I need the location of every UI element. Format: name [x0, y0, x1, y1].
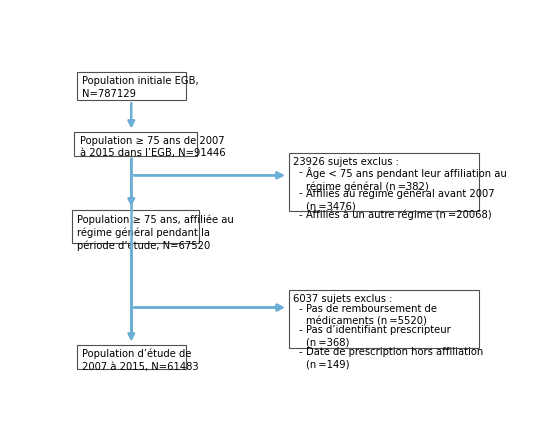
Text: -: - — [298, 188, 302, 198]
Text: Population ≥ 75 ans de 2007
à 2015 dans l’EGB, N=91446: Population ≥ 75 ans de 2007 à 2015 dans … — [80, 136, 225, 158]
Text: 23926 sujets exclus :: 23926 sujets exclus : — [293, 157, 399, 167]
Text: Date de prescription hors affiliation
(n =149): Date de prescription hors affiliation (n… — [306, 347, 483, 369]
Text: 6037 sujets exclus :: 6037 sujets exclus : — [293, 294, 393, 304]
Text: -: - — [298, 347, 302, 357]
Text: Affiliés à un autre régime (n =20068): Affiliés à un autre régime (n =20068) — [306, 210, 492, 221]
FancyBboxPatch shape — [289, 290, 479, 348]
FancyBboxPatch shape — [77, 344, 186, 369]
Text: Pas de remboursement de
médicaments (n =5520): Pas de remboursement de médicaments (n =… — [306, 304, 437, 326]
Text: Affiliés au régime général avant 2007
(n =3476): Affiliés au régime général avant 2007 (n… — [306, 188, 494, 211]
Text: -: - — [298, 167, 302, 177]
Text: Population initiale EGB,
N=787129: Population initiale EGB, N=787129 — [82, 76, 199, 99]
Text: Population ≥ 75 ans, affiliée au
régime général pendant la
période d’étude, N=67: Population ≥ 75 ans, affiliée au régime … — [77, 214, 234, 251]
Text: -: - — [298, 210, 302, 220]
FancyBboxPatch shape — [75, 132, 197, 156]
Text: Pas d’identifiant prescripteur
(n =368): Pas d’identifiant prescripteur (n =368) — [306, 326, 451, 348]
FancyBboxPatch shape — [77, 72, 186, 100]
FancyBboxPatch shape — [289, 153, 479, 211]
FancyBboxPatch shape — [72, 210, 199, 243]
Text: Population d’étude de
2007 à 2015, N=61483: Population d’étude de 2007 à 2015, N=614… — [82, 349, 199, 372]
Text: Âge < 75 ans pendant leur affiliation au
régime général (n =382): Âge < 75 ans pendant leur affiliation au… — [306, 167, 507, 192]
Text: -: - — [298, 326, 302, 335]
Text: -: - — [298, 304, 302, 314]
